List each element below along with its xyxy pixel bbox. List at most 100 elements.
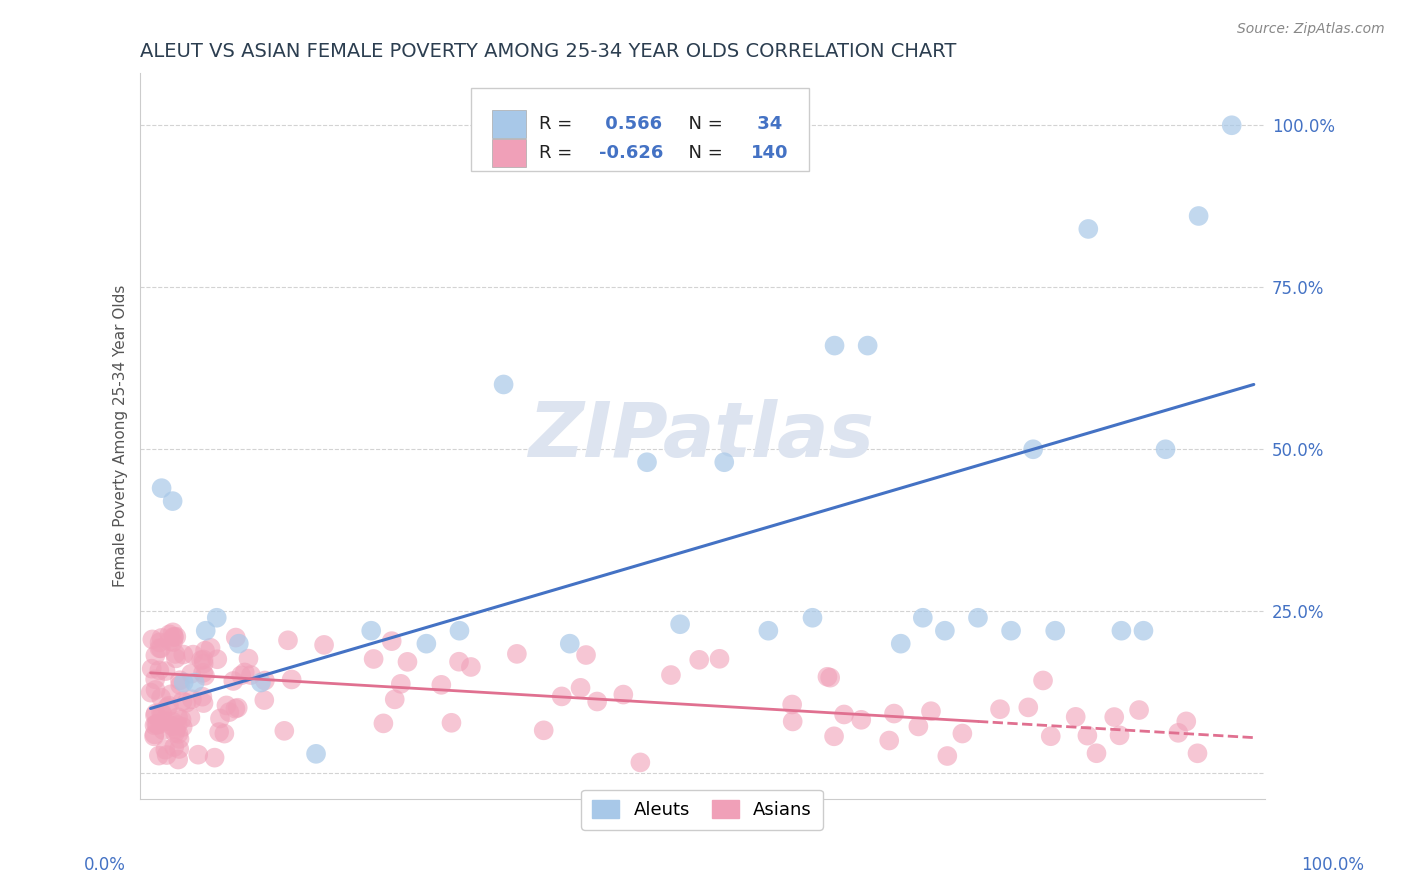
Point — [253, 693, 276, 707]
Text: R =: R = — [538, 115, 578, 133]
FancyBboxPatch shape — [471, 88, 808, 171]
Point — [447, 655, 470, 669]
Point — [551, 690, 574, 704]
Point — [782, 714, 804, 729]
Point — [148, 748, 170, 763]
Point — [1032, 673, 1054, 688]
Point — [440, 715, 463, 730]
Point — [1175, 714, 1198, 729]
Point — [149, 641, 172, 656]
Point — [165, 651, 187, 665]
Point — [141, 632, 163, 647]
Point — [856, 338, 879, 352]
Bar — [492, 111, 526, 138]
Point — [162, 625, 184, 640]
Point — [193, 652, 215, 666]
Point — [1022, 442, 1045, 457]
Point — [193, 657, 215, 671]
Point — [163, 630, 186, 644]
Point — [187, 747, 209, 762]
Point — [636, 455, 658, 469]
Point — [280, 673, 302, 687]
Point — [159, 627, 181, 641]
Point — [143, 648, 166, 663]
Point — [149, 717, 172, 731]
Point — [224, 701, 246, 715]
Point — [183, 675, 205, 690]
Point — [1167, 726, 1189, 740]
Point — [208, 711, 231, 725]
Point — [533, 723, 555, 738]
Point — [155, 664, 177, 678]
Point — [415, 637, 437, 651]
Point — [143, 730, 166, 744]
Point — [688, 653, 710, 667]
Point — [384, 692, 406, 706]
Point — [194, 643, 217, 657]
Point — [575, 648, 598, 662]
Point — [191, 665, 214, 680]
Point — [1085, 746, 1108, 760]
Point — [180, 692, 202, 706]
Point — [396, 655, 419, 669]
Point — [907, 719, 929, 733]
Point — [194, 624, 217, 638]
Point — [1132, 624, 1154, 638]
Text: 100.0%: 100.0% — [1301, 856, 1364, 874]
Point — [148, 635, 170, 649]
Point — [143, 718, 166, 732]
Point — [713, 455, 735, 469]
Point — [277, 633, 299, 648]
Point — [191, 690, 214, 704]
Text: 0.566: 0.566 — [599, 115, 662, 133]
Point — [967, 611, 990, 625]
Text: -0.626: -0.626 — [599, 145, 664, 162]
Point — [205, 611, 228, 625]
Point — [586, 694, 609, 708]
Point — [200, 640, 222, 655]
Point — [460, 660, 482, 674]
Point — [157, 698, 180, 713]
Point — [215, 698, 238, 713]
Point — [824, 338, 846, 352]
Point — [890, 637, 912, 651]
Point — [143, 708, 166, 723]
Point — [162, 494, 184, 508]
Point — [155, 742, 177, 756]
Text: N =: N = — [678, 115, 728, 133]
Point — [156, 700, 179, 714]
Point — [1187, 747, 1209, 761]
Point — [1045, 624, 1067, 638]
Point — [162, 714, 184, 729]
Point — [780, 698, 803, 712]
Point — [815, 670, 838, 684]
Text: ALEUT VS ASIAN FEMALE POVERTY AMONG 25-34 YEAR OLDS CORRELATION CHART: ALEUT VS ASIAN FEMALE POVERTY AMONG 25-3… — [139, 42, 956, 61]
Point — [172, 648, 194, 662]
Point — [166, 718, 188, 732]
Point — [612, 688, 634, 702]
Point — [173, 675, 195, 690]
Text: ZIPatlas: ZIPatlas — [529, 400, 875, 474]
Point — [950, 726, 973, 740]
Point — [1111, 624, 1133, 638]
Point — [207, 652, 229, 666]
Point — [148, 664, 170, 678]
Point — [152, 723, 174, 738]
Point — [492, 377, 515, 392]
Point — [167, 727, 190, 741]
Point — [165, 647, 187, 661]
Text: 34: 34 — [751, 115, 782, 133]
Point — [569, 681, 592, 695]
Point — [1039, 729, 1062, 743]
Text: Source: ZipAtlas.com: Source: ZipAtlas.com — [1237, 22, 1385, 37]
Point — [1102, 710, 1125, 724]
Point — [208, 725, 231, 739]
Point — [165, 723, 187, 737]
Point — [156, 747, 179, 762]
Point — [1064, 710, 1087, 724]
Point — [181, 648, 204, 662]
Point — [250, 675, 273, 690]
Point — [228, 637, 250, 651]
Point — [1128, 703, 1150, 717]
Point — [145, 682, 167, 697]
